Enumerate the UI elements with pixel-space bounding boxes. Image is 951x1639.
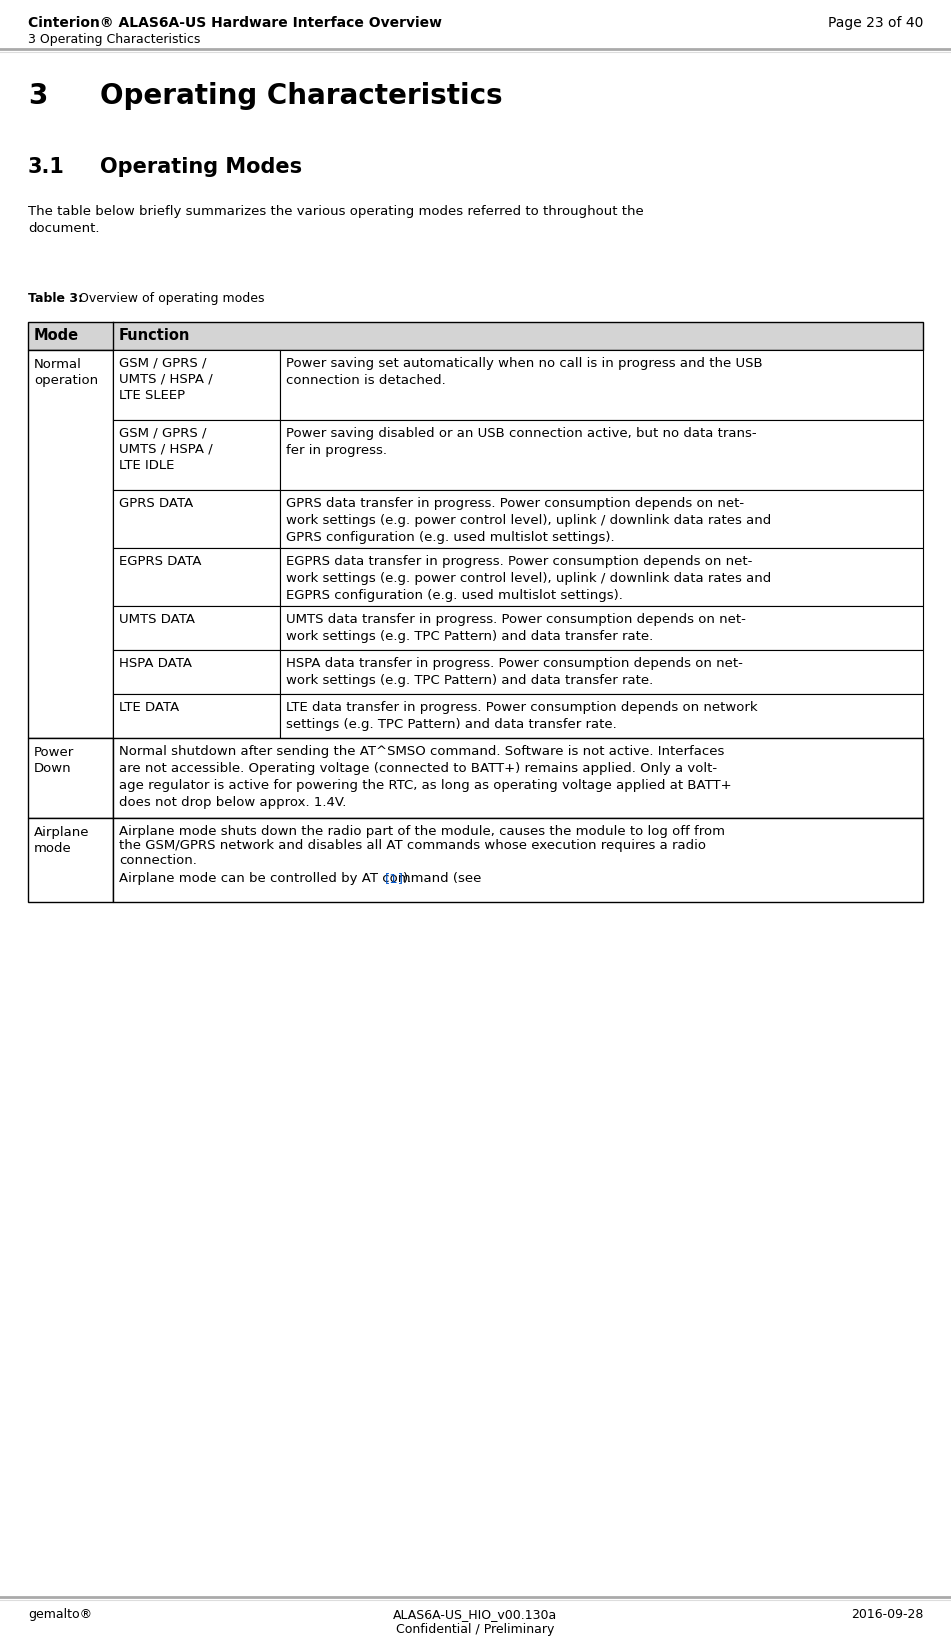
Bar (28, 323, 923, 351)
Text: Overview of operating modes: Overview of operating modes (71, 292, 264, 305)
Text: Operating Characteristics: Operating Characteristics (100, 82, 503, 110)
Text: GPRS DATA: GPRS DATA (119, 497, 193, 510)
Text: connection.: connection. (119, 854, 197, 867)
Bar (113, 818, 923, 903)
Bar (28, 818, 113, 903)
Text: Page 23 of 40: Page 23 of 40 (827, 16, 923, 30)
Text: Power saving set automatically when no call is in progress and the USB
connectio: Power saving set automatically when no c… (286, 357, 763, 387)
Bar (113, 549, 280, 606)
Bar (280, 490, 923, 549)
Bar (280, 695, 923, 739)
Text: GSM / GPRS /
UMTS / HSPA /
LTE SLEEP: GSM / GPRS / UMTS / HSPA / LTE SLEEP (119, 357, 213, 402)
Text: the GSM/GPRS network and disables all AT commands whose execution requires a rad: the GSM/GPRS network and disables all AT… (119, 839, 706, 852)
Text: HSPA DATA: HSPA DATA (119, 657, 192, 670)
Bar (113, 490, 280, 549)
Text: 2016-09-28: 2016-09-28 (850, 1606, 923, 1619)
Text: Cinterion® ALAS6A-US Hardware Interface Overview: Cinterion® ALAS6A-US Hardware Interface … (28, 16, 442, 30)
Text: 3.1: 3.1 (28, 157, 65, 177)
Bar (113, 739, 923, 818)
Text: UMTS data transfer in progress. Power consumption depends on net-
work settings : UMTS data transfer in progress. Power co… (286, 613, 746, 642)
Text: Confidential / Preliminary: Confidential / Preliminary (396, 1623, 554, 1636)
Text: GSM / GPRS /
UMTS / HSPA /
LTE IDLE: GSM / GPRS / UMTS / HSPA / LTE IDLE (119, 426, 213, 472)
Text: HSPA data transfer in progress. Power consumption depends on net-
work settings : HSPA data transfer in progress. Power co… (286, 657, 743, 687)
Bar (280, 351, 923, 421)
Bar (280, 606, 923, 651)
Text: EGPRS DATA: EGPRS DATA (119, 554, 202, 567)
Text: Airplane mode can be controlled by AT command (see: Airplane mode can be controlled by AT co… (119, 872, 486, 885)
Text: Normal
operation: Normal operation (34, 357, 98, 387)
Text: UMTS DATA: UMTS DATA (119, 613, 195, 626)
Bar (28, 351, 113, 739)
Text: Airplane
mode: Airplane mode (34, 826, 89, 854)
Text: GPRS data transfer in progress. Power consumption depends on net-
work settings : GPRS data transfer in progress. Power co… (286, 497, 771, 544)
Bar (113, 651, 280, 695)
Text: Operating Modes: Operating Modes (100, 157, 302, 177)
Text: 3 Operating Characteristics: 3 Operating Characteristics (28, 33, 201, 46)
Bar (280, 421, 923, 490)
Bar (113, 695, 280, 739)
Text: [1]: [1] (385, 872, 404, 885)
Text: Power saving disabled or an USB connection active, but no data trans-
fer in pro: Power saving disabled or an USB connecti… (286, 426, 757, 457)
Text: The table below briefly summarizes the various operating modes referred to throu: The table below briefly summarizes the v… (28, 205, 644, 234)
Text: Normal shutdown after sending the AT^SMSO command. Software is not active. Inter: Normal shutdown after sending the AT^SMS… (119, 744, 731, 808)
Text: ALAS6A-US_HIO_v00.130a: ALAS6A-US_HIO_v00.130a (393, 1606, 557, 1619)
Text: ).: ). (403, 872, 413, 885)
Text: Mode: Mode (34, 328, 79, 343)
Text: LTE DATA: LTE DATA (119, 700, 179, 713)
Text: Airplane mode shuts down the radio part of the module, causes the module to log : Airplane mode shuts down the radio part … (119, 824, 725, 838)
Bar (113, 351, 280, 421)
Text: 3: 3 (28, 82, 48, 110)
Text: gemalto®: gemalto® (28, 1606, 92, 1619)
Text: EGPRS data transfer in progress. Power consumption depends on net-
work settings: EGPRS data transfer in progress. Power c… (286, 554, 771, 602)
Text: Table 3:: Table 3: (28, 292, 83, 305)
Bar (113, 421, 280, 490)
Bar (113, 606, 280, 651)
Text: Function: Function (119, 328, 190, 343)
Bar (280, 651, 923, 695)
Text: LTE data transfer in progress. Power consumption depends on network
settings (e.: LTE data transfer in progress. Power con… (286, 700, 758, 731)
Bar (28, 739, 113, 818)
Text: Power
Down: Power Down (34, 746, 74, 775)
Bar (280, 549, 923, 606)
